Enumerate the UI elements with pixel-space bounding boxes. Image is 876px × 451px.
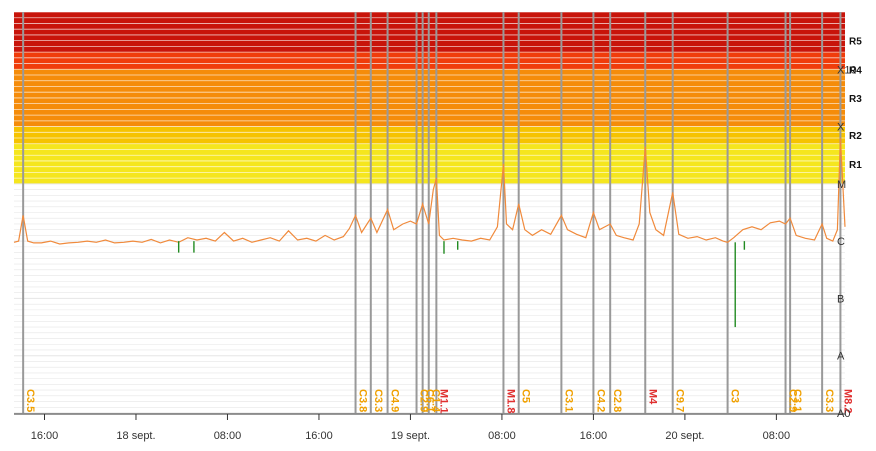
flare-label: M1.8 <box>504 389 516 413</box>
flare-label: C2.9 <box>418 389 430 412</box>
flare-label: C3.5 <box>24 389 36 412</box>
flare-label: C3.3 <box>372 389 384 412</box>
flare-label: C3 <box>729 389 741 403</box>
flare-label: C6.1 <box>424 389 436 412</box>
x-tick-label: 16:00 <box>580 430 608 442</box>
flare-label: M1.1 <box>437 389 449 413</box>
x-tick-label: 16:00 <box>31 430 59 442</box>
xray-flux-line <box>13 137 846 245</box>
flare-label: C3.8 <box>357 389 369 412</box>
flux-class-label: X10 <box>837 64 857 76</box>
flare-labels: C3.5 C3.8 C3.3 C4.9 C2.9C6.1C1.4M1.1 M1.8 C5 C3… <box>24 389 853 413</box>
flux-class-label: M <box>837 179 846 191</box>
x-tick-label: 08:00 <box>488 430 516 442</box>
flare-label: C9.7 <box>674 389 686 412</box>
x-tick-label: 19 sept. <box>391 430 430 442</box>
x-axis: 16:00 18 sept. 08:00 16:00 19 sept. 08:00 16:0… <box>14 413 845 442</box>
flare-label: M4 <box>646 389 658 405</box>
flare-label: C2.8 <box>611 389 623 412</box>
flare-label: C3.3 <box>823 389 835 412</box>
x-tick-label: 08:00 <box>214 430 242 442</box>
flare-label: C4.2 <box>594 389 606 412</box>
flare-label: M8.2 <box>841 389 853 413</box>
x-tick-label: 18 sept. <box>116 430 155 442</box>
right-labels: A0 A B C M X X10 R1 R2 R3 R4 R5 <box>837 37 862 420</box>
flare-label: C5 <box>520 389 532 403</box>
radio-blackout-label: R1 <box>849 160 862 171</box>
x-tick-label: 16:00 <box>305 430 333 442</box>
flare-label: C1.4 <box>430 389 442 413</box>
radio-blackout-label: R5 <box>849 37 862 48</box>
x-tick-label: 20 sept. <box>665 430 704 442</box>
flux-class-label: A <box>837 351 845 363</box>
flare-label: C4.9 <box>389 389 401 412</box>
radio-blackout-label: R3 <box>849 94 862 105</box>
series-layer <box>13 137 846 328</box>
flare-label: C2.9 <box>787 389 799 412</box>
flare-label: C3.1 <box>791 389 803 412</box>
flare-label: C3.1 <box>562 389 574 412</box>
radio-blackout-label: R2 <box>849 131 862 142</box>
flux-class-label: X <box>837 122 845 134</box>
flux-class-label: B <box>837 293 844 305</box>
flux-class-label: C <box>837 236 845 248</box>
x-tick-label: 08:00 <box>763 430 791 442</box>
flux-class-label: A0 <box>837 408 850 420</box>
radio-blackout-label: R4 <box>849 65 862 76</box>
